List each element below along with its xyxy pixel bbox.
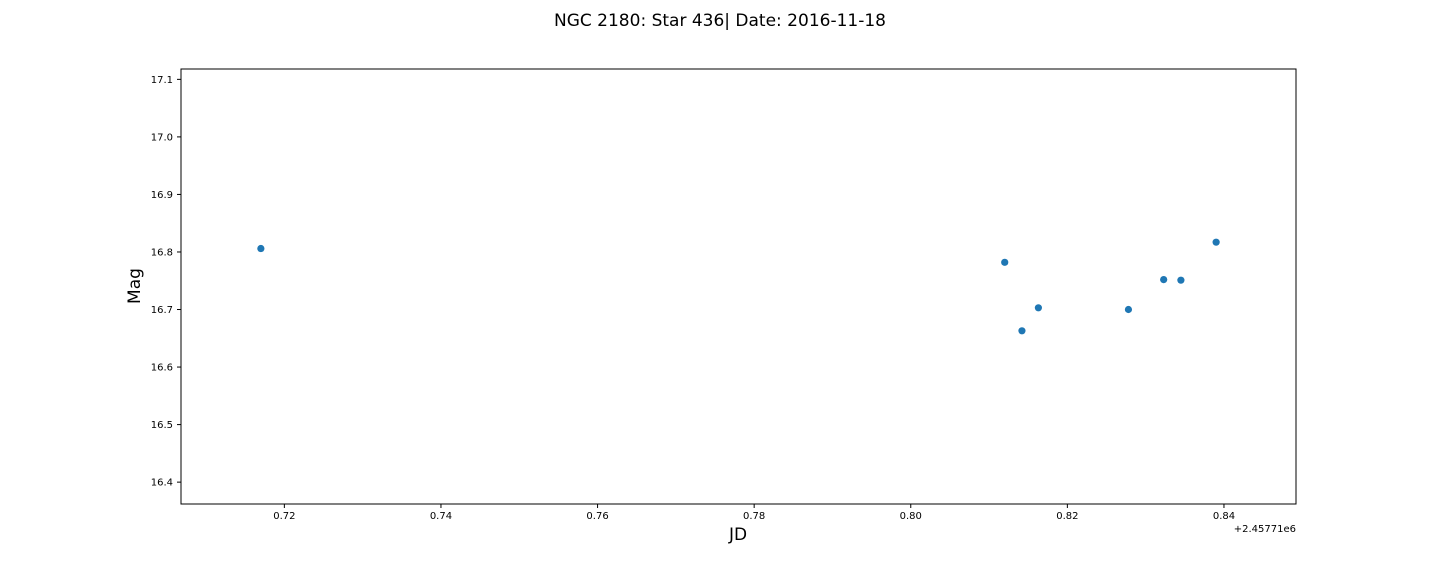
x-offset-label: +2.45771e6: [1234, 524, 1296, 535]
y-tick-label: 16.4: [151, 478, 173, 489]
data-point: [1124, 305, 1133, 314]
y-tick-label: 16.5: [151, 420, 173, 431]
y-tick-label: 16.9: [151, 190, 173, 201]
y-tick-label: 17.0: [151, 132, 173, 143]
data-point: [257, 244, 265, 253]
x-tick-label: 0.76: [586, 511, 608, 522]
x-tick-label: 0.72: [273, 511, 295, 522]
y-tick-label: 17.1: [151, 75, 173, 86]
y-axis-label: Mag: [125, 268, 145, 304]
data-point: [1018, 327, 1026, 335]
data-point: [1177, 276, 1185, 284]
data-point: [1001, 258, 1009, 266]
data-points: [257, 238, 1220, 335]
x-axis: 0.72 0.74 0.76 0.78 0.80 0.82 0.84: [273, 504, 1235, 522]
plot-frame: [180, 68, 1297, 505]
y-tick-label: 16.7: [151, 305, 173, 316]
x-axis-label: JD: [728, 525, 747, 545]
data-point: [1034, 304, 1042, 312]
x-tick-label: 0.84: [1213, 511, 1235, 522]
chart-title: NGC 2180: Star 436| Date: 2016-11-18: [554, 11, 886, 31]
y-axis: 16.4 16.5 16.6 16.7 16.8 16.9 17.0 17.1: [151, 75, 181, 489]
x-tick-label: 0.74: [430, 511, 452, 522]
x-tick-label: 0.80: [900, 511, 922, 522]
y-tick-label: 16.8: [151, 247, 173, 258]
y-tick-label: 16.6: [151, 363, 173, 374]
data-point: [1160, 275, 1168, 284]
x-tick-label: 0.82: [1056, 511, 1078, 522]
data-point: [1212, 238, 1220, 246]
x-tick-label: 0.78: [743, 511, 765, 522]
